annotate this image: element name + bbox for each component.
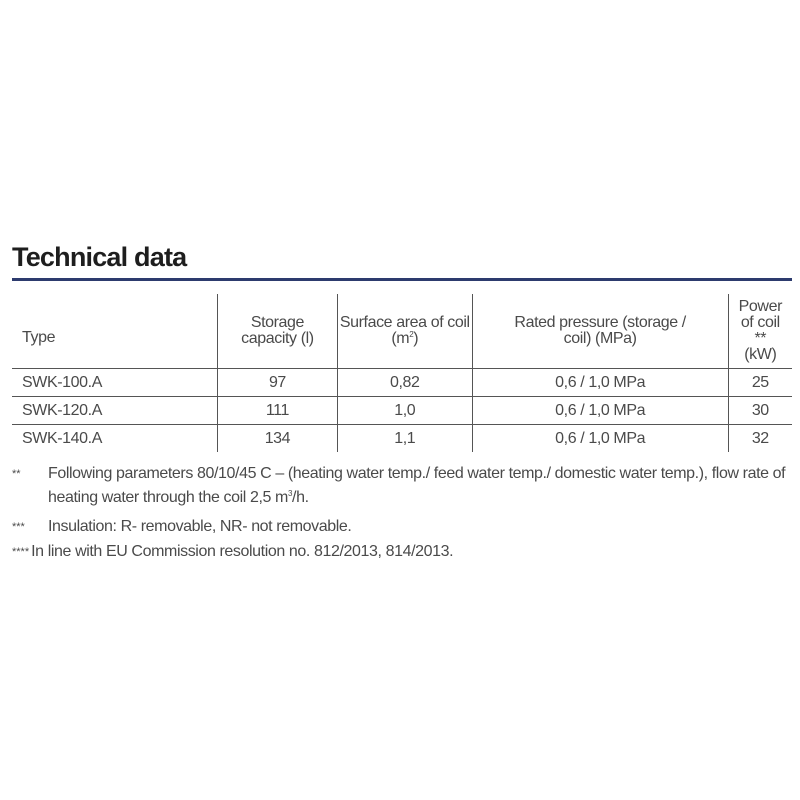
- header-pressure: Rated pressure (storage / coil) (MPa): [471, 294, 729, 369]
- header-power: Power of coil ** (kW): [727, 294, 792, 369]
- cell-type: SWK-140.A: [12, 424, 218, 452]
- cell-storage: 111: [216, 396, 338, 425]
- footnote-mark: ***: [12, 521, 25, 533]
- header-surface: Surface area of coil (m2): [336, 294, 473, 369]
- cell-pressure: 0,6 / 1,0 MPa: [471, 368, 729, 397]
- table-row: SWK-100.A 97 0,82 0,6 / 1,0 MPa 25: [12, 368, 792, 397]
- footnote-mark: ****: [12, 546, 30, 558]
- technical-data-table: Type Storage capacity (l) Surface area o…: [12, 294, 792, 452]
- cell-surface: 1,1: [336, 424, 473, 452]
- footnotes: ** Following parameters 80/10/45 C – (he…: [12, 462, 792, 569]
- cell-surface: 1,0: [336, 396, 473, 425]
- footnote-text: Following parameters 80/10/45 C – (heati…: [48, 462, 792, 510]
- table-header-row: Type Storage capacity (l) Surface area o…: [12, 294, 792, 369]
- header-storage: Storage capacity (l): [216, 294, 338, 369]
- superscript: 2: [409, 330, 414, 339]
- superscript: 3: [287, 489, 293, 498]
- cell-power: 30: [727, 396, 792, 425]
- footnote-text-main: Following parameters 80/10/45 C – (heati…: [48, 465, 786, 506]
- footnote-mark: **: [12, 468, 21, 480]
- cell-storage: 97: [216, 368, 338, 397]
- table-row: SWK-120.A 111 1,0 0,6 / 1,0 MPa 30: [12, 396, 792, 425]
- cell-pressure: 0,6 / 1,0 MPa: [471, 396, 729, 425]
- cell-storage: 134: [216, 424, 338, 452]
- footnote: ** Following parameters 80/10/45 C – (he…: [12, 462, 792, 510]
- cell-type: SWK-120.A: [12, 396, 218, 425]
- table-row: SWK-140.A 134 1,1 0,6 / 1,0 MPa 32: [12, 424, 792, 452]
- footnote: **** In line with EU Commission resoluti…: [12, 540, 792, 564]
- cell-power: 25: [727, 368, 792, 397]
- footnote-text-end: /h.: [292, 489, 309, 506]
- footnote: *** Insulation: R- removable, NR- not re…: [12, 515, 792, 539]
- cell-type: SWK-100.A: [12, 368, 218, 397]
- title-divider: [12, 278, 792, 281]
- cell-pressure: 0,6 / 1,0 MPa: [471, 424, 729, 452]
- header-surface-close: ): [413, 330, 419, 347]
- footnote-text: Insulation: R- removable, NR- not remova…: [48, 518, 352, 535]
- header-surface-text: Surface area of coil (m: [339, 314, 470, 347]
- cell-surface: 0,82: [336, 368, 473, 397]
- cell-power: 32: [727, 424, 792, 452]
- header-type: Type: [22, 329, 56, 346]
- footnote-text: In line with EU Commission resolution no…: [31, 543, 454, 560]
- page-title: Technical data: [12, 242, 187, 272]
